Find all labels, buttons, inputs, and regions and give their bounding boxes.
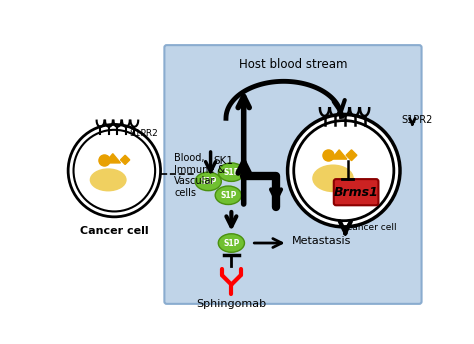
- Text: Cancer cell: Cancer cell: [80, 226, 149, 236]
- Ellipse shape: [195, 172, 221, 191]
- FancyBboxPatch shape: [164, 45, 421, 304]
- Text: Brms1: Brms1: [334, 186, 379, 199]
- Text: S1P: S1P: [200, 177, 217, 186]
- FancyBboxPatch shape: [334, 179, 378, 205]
- Polygon shape: [105, 154, 120, 163]
- Polygon shape: [331, 150, 347, 159]
- Polygon shape: [120, 155, 130, 164]
- Text: Sphingomab: Sphingomab: [196, 299, 266, 309]
- Ellipse shape: [90, 168, 127, 191]
- Ellipse shape: [215, 186, 241, 205]
- Circle shape: [288, 115, 400, 227]
- Text: Cancer cell: Cancer cell: [346, 223, 396, 232]
- Text: S1P: S1P: [223, 238, 239, 248]
- Polygon shape: [346, 150, 357, 161]
- Ellipse shape: [312, 164, 354, 192]
- Text: S1PR2: S1PR2: [401, 115, 433, 125]
- Text: Host blood stream: Host blood stream: [239, 58, 347, 71]
- Text: S1PR2: S1PR2: [130, 129, 158, 138]
- Ellipse shape: [219, 234, 245, 252]
- Text: S1P: S1P: [223, 168, 239, 177]
- Text: Blood,
Immune &
Vascular
cells: Blood, Immune & Vascular cells: [174, 153, 226, 198]
- Text: SK1: SK1: [214, 157, 234, 166]
- Circle shape: [68, 125, 161, 217]
- Text: Metastasis: Metastasis: [292, 236, 351, 247]
- Text: S1P: S1P: [220, 191, 237, 200]
- Ellipse shape: [219, 163, 245, 181]
